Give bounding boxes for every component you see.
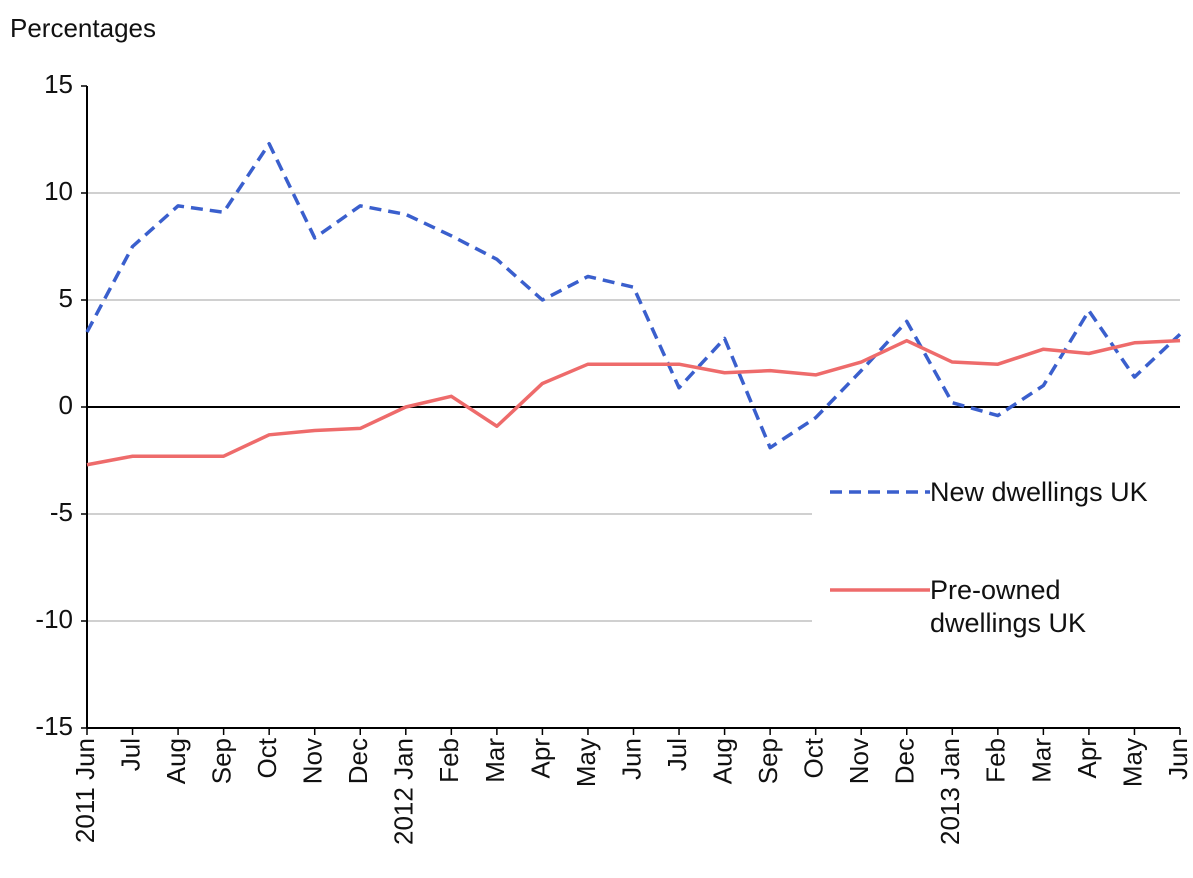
legend-label: Pre-owned dwellings UK: [930, 575, 1087, 638]
x-tick-label: Dec: [343, 738, 373, 784]
x-tick-label: 2012 Jan: [389, 738, 419, 845]
x-tick-label: Oct: [252, 737, 282, 778]
x-tick-label: Aug: [161, 738, 191, 784]
x-tick-label: May: [1117, 738, 1147, 787]
data-line: [85, 142, 1182, 450]
y-tick-label: 5: [59, 283, 73, 313]
x-tick-label: Jul: [115, 738, 145, 771]
data-line: [86, 338, 1181, 467]
x-tick-label: Feb: [434, 738, 464, 783]
y-axis-label: Percentages: [10, 13, 156, 43]
y-tick-label: 0: [59, 390, 73, 420]
x-tick-label: Apr: [1072, 738, 1102, 779]
x-tick-label: Sep: [207, 738, 237, 784]
x-tick-label: Mar: [1026, 738, 1056, 783]
x-tick-label: Jun: [1163, 738, 1193, 780]
y-tick-label: -15: [35, 711, 73, 741]
legend-label: New dwellings UK: [930, 477, 1148, 507]
x-tick-label: Nov: [298, 738, 328, 784]
x-tick-label: Aug: [707, 738, 737, 784]
y-tick-label: -5: [50, 497, 73, 527]
x-tick-label: Jul: [662, 738, 692, 771]
x-tick-label: 2011 Jun: [70, 738, 100, 843]
x-tick-label: Sep: [753, 738, 783, 784]
x-tick-label: 2013 Jan: [935, 738, 965, 845]
x-tick-label: Jun: [616, 738, 646, 780]
x-tick-label: Oct: [799, 737, 829, 778]
x-tick-label: May: [571, 738, 601, 787]
y-tick-label: 15: [44, 69, 73, 99]
legend-background: [812, 470, 1180, 660]
y-tick-label: -10: [35, 604, 73, 634]
x-tick-label: Dec: [890, 738, 920, 784]
x-tick-label: Feb: [981, 738, 1011, 783]
x-tick-label: Mar: [480, 738, 510, 783]
y-tick-label: 10: [44, 176, 73, 206]
x-tick-label: Apr: [525, 738, 555, 779]
x-tick-label: Nov: [844, 738, 874, 784]
